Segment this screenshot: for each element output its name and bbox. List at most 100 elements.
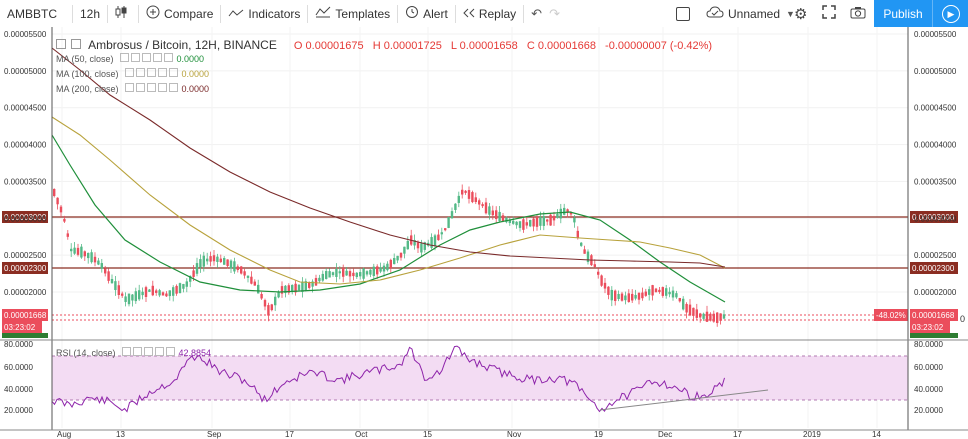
candle-body: [66, 233, 69, 237]
candle-body: [631, 293, 634, 301]
chart-style-button[interactable]: [108, 0, 138, 27]
candle-body: [250, 276, 253, 284]
time-tick: Nov: [507, 430, 521, 439]
right-price-tick: 0.00002500: [914, 251, 957, 260]
candle-body: [624, 295, 627, 301]
symbol-search[interactable]: AMBBTC: [0, 0, 72, 27]
candle-body: [331, 272, 335, 276]
candle-body: [712, 313, 715, 322]
candle-body: [627, 293, 630, 302]
ohlc-open: O 0.00001675: [293, 40, 364, 52]
candle-body: [369, 269, 372, 275]
ohlc-change: -0.00000007 (-0.42%): [605, 40, 713, 52]
ma200-legend[interactable]: MA (200, close) 0.0000: [56, 83, 209, 94]
layout-button[interactable]: Unnamed ▼: [706, 0, 795, 27]
candle-body: [314, 278, 318, 286]
compare-button[interactable]: Compare: [139, 0, 220, 27]
candle-body: [532, 218, 535, 227]
candle-body: [376, 266, 379, 275]
candle-body: [165, 293, 168, 297]
candle-body: [501, 215, 505, 222]
candle-body: [546, 219, 549, 222]
candle-body: [542, 216, 545, 226]
candle-body: [661, 287, 664, 296]
candle-body: [216, 256, 219, 262]
candle-body: [481, 204, 484, 207]
candle-body: [127, 293, 131, 305]
redo-button[interactable]: ↷: [549, 0, 567, 27]
candles-icon: [115, 5, 127, 22]
ma100-legend[interactable]: MA (100, close) 0.0000: [56, 68, 209, 79]
ma50-legend[interactable]: MA (50, close) 0.0000: [56, 53, 204, 64]
candle-body: [87, 252, 90, 259]
candle-body: [535, 216, 539, 227]
level-tag-left-text: 0.00002300: [4, 264, 47, 273]
ma-controls: [118, 53, 173, 64]
right-price-tick: 0.00005500: [914, 30, 957, 39]
publish-button[interactable]: Publish: [874, 0, 932, 27]
alert-button[interactable]: Alert: [398, 0, 455, 27]
candle-body: [648, 289, 651, 295]
candle-body: [678, 298, 681, 302]
candle-body: [423, 242, 426, 250]
fullscreen-button[interactable]: [822, 0, 836, 27]
time-tick: 15: [423, 430, 432, 439]
indicators-button[interactable]: Indicators: [221, 0, 307, 27]
chevron-down-icon: ▼: [786, 8, 795, 19]
candle-body: [138, 290, 141, 300]
candle-body: [515, 221, 518, 226]
settings-icon[interactable]: [71, 39, 82, 49]
candle-body: [586, 251, 590, 263]
candle-body: [240, 266, 243, 274]
indicators-label: Indicators: [248, 6, 301, 21]
candle-body: [161, 292, 165, 296]
candle-body: [593, 264, 596, 267]
candle-body: [508, 219, 511, 223]
publish-menu-button[interactable]: ▶: [932, 0, 968, 27]
chart-legend: Ambrosus / Bitcoin, 12H, BINANCE O 0.000…: [56, 38, 712, 52]
undo-button[interactable]: ↶: [524, 0, 549, 27]
left-price-tick: 0.00004000: [4, 141, 47, 150]
rsi-label: RSI (14, close): [56, 347, 116, 358]
candle-body: [335, 268, 338, 277]
snapshot-button[interactable]: [850, 0, 866, 27]
price-chart[interactable]: 0.00003000 0.00003000 0.00002300 0.00002300…: [0, 27, 968, 439]
chart-axes: 0.00005500 0.00005500 0.00005000 0.00005000…: [0, 27, 968, 439]
layout-cloud-icon: [706, 6, 724, 21]
left-price-tick: 0.00005000: [4, 67, 47, 76]
candle-body: [573, 217, 576, 223]
divider: [307, 4, 309, 23]
candle-body: [699, 313, 702, 318]
candle-body: [202, 255, 205, 267]
candle-body: [552, 215, 556, 221]
candle-body: [396, 255, 399, 261]
checkbox-toggle[interactable]: [676, 0, 690, 27]
divider: [454, 4, 456, 23]
candle-body: [246, 275, 250, 278]
settings-button[interactable]: ⚙: [794, 0, 807, 27]
replay-button[interactable]: Replay: [456, 0, 523, 27]
publish-label: Publish: [883, 6, 923, 21]
candle-body: [665, 288, 668, 296]
candle-body: [206, 258, 209, 262]
candle-body: [525, 222, 528, 226]
candle-body: [406, 240, 409, 250]
interval-button[interactable]: 12h: [73, 0, 107, 27]
ohlc-close: C 0.00001668: [526, 40, 596, 52]
candle-body: [158, 290, 161, 296]
rsi-band: [52, 356, 908, 400]
left-price-tick: 0.00002000: [4, 288, 47, 297]
candle-body: [467, 190, 471, 199]
candle-body: [430, 237, 433, 248]
candle-body: [59, 206, 63, 213]
candle-body: [488, 206, 491, 215]
divider: [107, 4, 109, 23]
rsi-legend[interactable]: RSI (14, close) 42.8854: [56, 347, 211, 358]
level-tag-right-text: 0.00003000: [912, 213, 955, 222]
candle-body: [716, 312, 719, 324]
candle-body: [297, 284, 301, 291]
templates-button[interactable]: Templates: [308, 0, 397, 27]
candle-body: [185, 281, 188, 287]
candle-body: [308, 282, 311, 288]
collapse-icon[interactable]: [56, 39, 66, 49]
